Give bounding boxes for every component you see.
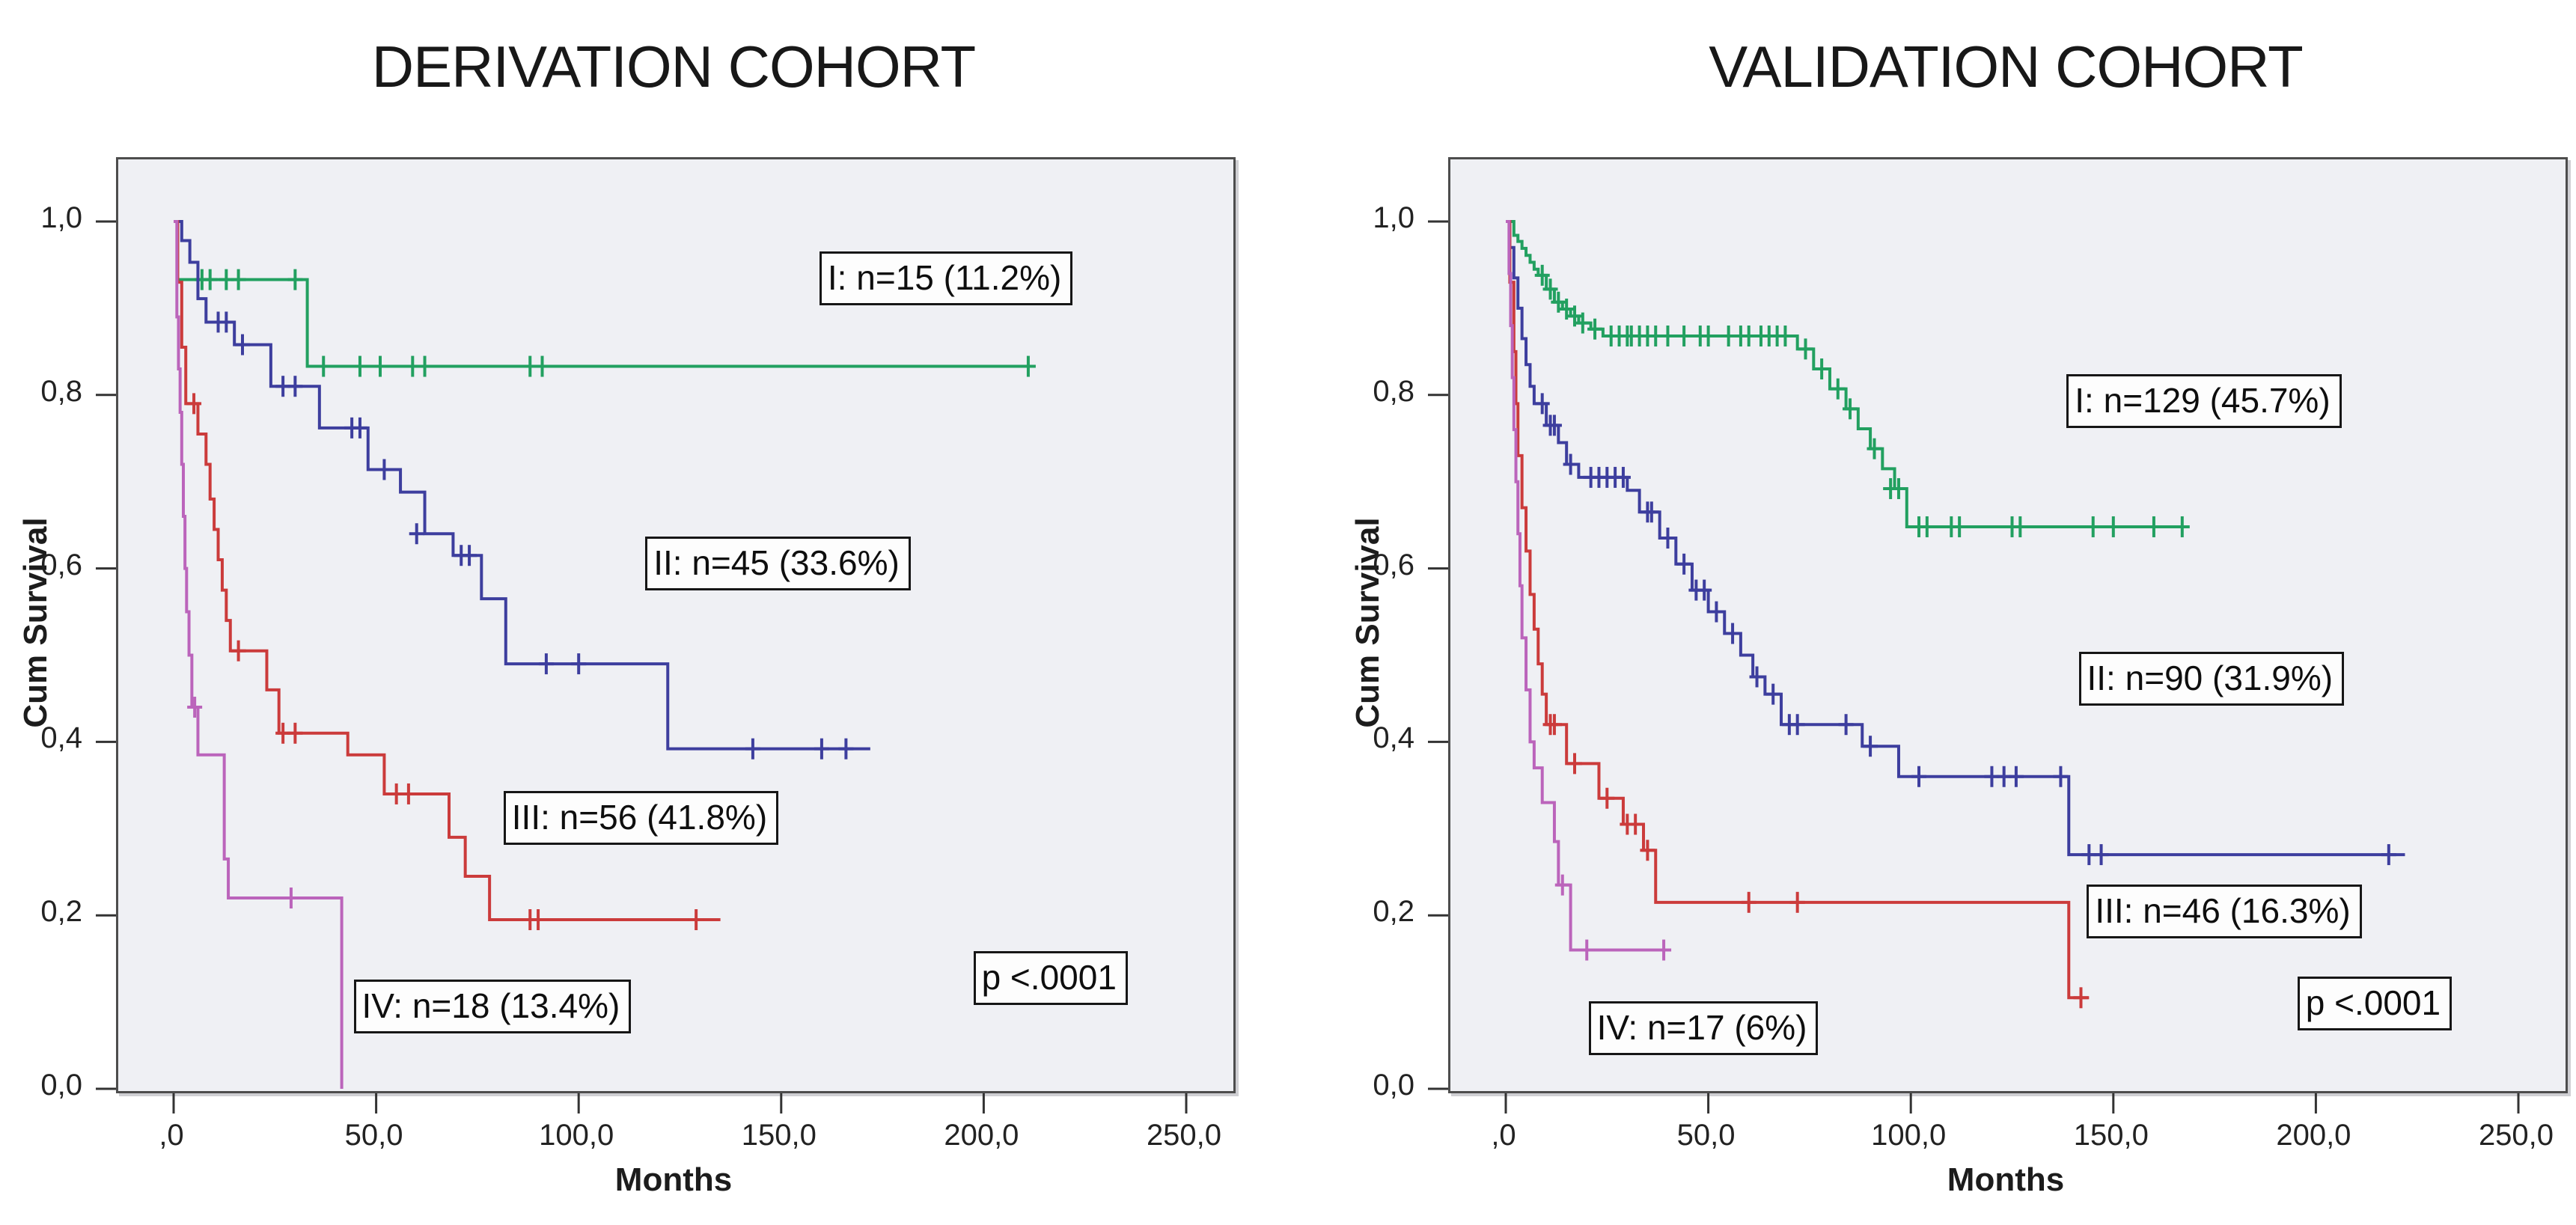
p-value-box: p <.0001 (2297, 976, 2453, 1030)
x-tick-label: 250,0 (2478, 1119, 2554, 1152)
y-tick-label: 0,8 (1373, 374, 1414, 408)
km-plot-validation (1428, 220, 2520, 1114)
y-tick-label: 0,4 (40, 721, 82, 755)
derivation-plot-area (96, 157, 1236, 1114)
y-tick-label: 1,0 (40, 201, 82, 234)
group-i-label: I: n=15 (11.2%) (819, 251, 1073, 305)
x-tick-label: 250,0 (1146, 1119, 1222, 1152)
y-tick-label: 0,8 (40, 374, 82, 408)
group-iii-label: III: n=56 (41.8%) (503, 790, 779, 845)
x-tick-label: 150,0 (2073, 1119, 2149, 1152)
group-iv-label: IV: n=17 (6%) (1588, 1001, 1819, 1056)
censor-marks-III (1542, 714, 2089, 1009)
censor-marks-IV (187, 697, 299, 909)
x-tick-label: 200,0 (944, 1119, 1019, 1152)
censor-marks-III (186, 393, 704, 930)
group-iii-label: III: n=46 (16.3%) (2087, 884, 2362, 938)
derivation-title: DERIVATION COHORT (371, 34, 976, 100)
x-tick-label: 50,0 (344, 1119, 403, 1152)
x-tick-label: 100,0 (539, 1119, 614, 1152)
group-ii-label: II: n=45 (33.6%) (645, 537, 911, 591)
y-tick-label: 0,6 (1373, 548, 1414, 581)
derivation-panel: DERIVATION COHORT Cum Survival Months ,0… (0, 0, 1287, 1225)
km-plot-derivation (96, 220, 1188, 1114)
validation-panel: VALIDATION COHORT Cum Survival Months ,0… (1332, 0, 2576, 1225)
x-axis-label: Months (614, 1161, 733, 1198)
survival-curve-III (1506, 220, 2090, 1000)
survival-curve-II (174, 220, 870, 751)
censor-marks-I (194, 269, 1036, 377)
censor-marks-I (1534, 264, 2190, 537)
x-tick-label: 200,0 (2276, 1119, 2351, 1152)
x-tick-label: ,0 (1491, 1119, 1516, 1152)
y-tick-label: 0,6 (40, 548, 82, 581)
y-tick-label: 0,2 (40, 895, 82, 929)
x-tick-label: ,0 (159, 1119, 184, 1152)
survival-curve-II (1506, 220, 2405, 857)
validation-plot-area (1428, 157, 2568, 1114)
x-tick-label: 100,0 (1871, 1119, 1947, 1152)
y-tick-label: 0,0 (40, 1069, 82, 1102)
y-tick-label: 0,0 (1373, 1069, 1414, 1102)
y-tick-label: 0,2 (1373, 895, 1414, 929)
validation-title: VALIDATION COHORT (1709, 34, 2303, 100)
survival-curve-I (1506, 220, 2187, 528)
group-iv-label: IV: n=18 (13.4%) (353, 980, 632, 1034)
censor-marks-IV (1554, 874, 1672, 961)
y-tick-label: 1,0 (1373, 201, 1414, 234)
survival-curve-IV (1506, 220, 1668, 952)
x-tick-label: 150,0 (741, 1119, 817, 1152)
group-ii-label: II: n=90 (31.9%) (2078, 652, 2345, 706)
y-tick-label: 0,4 (1373, 721, 1414, 755)
censor-marks-II (210, 311, 854, 760)
survival-curve-IV (174, 220, 344, 1089)
censor-marks-II (1534, 393, 2396, 866)
p-value-box: p <.0001 (973, 951, 1128, 1006)
x-axis-label: Months (1947, 1161, 2065, 1198)
x-tick-label: 50,0 (1676, 1119, 1736, 1152)
group-i-label: I: n=129 (45.7%) (2066, 374, 2342, 429)
